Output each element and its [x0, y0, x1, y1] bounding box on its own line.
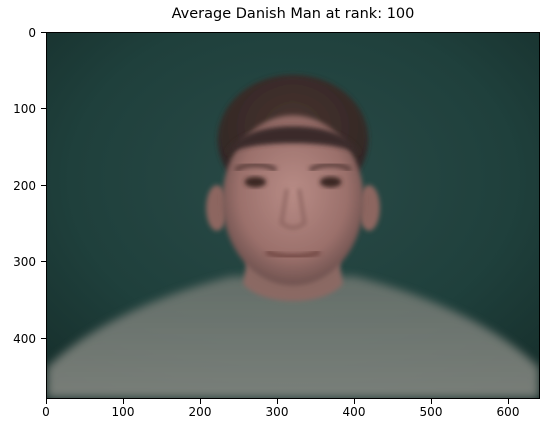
y-tick-mark [41, 338, 46, 339]
x-tick-label: 400 [342, 405, 366, 419]
figure-title: Average Danish Man at rank: 100 [171, 6, 415, 22]
x-tick-mark [354, 399, 355, 404]
x-tick-mark [123, 399, 124, 404]
y-tick-label: 0 [28, 26, 36, 40]
y-tick-mark [41, 32, 46, 33]
x-tick-label: 300 [265, 405, 289, 419]
y-tick-label: 300 [13, 255, 36, 269]
y-tick-mark [41, 108, 46, 109]
x-tick-label: 500 [419, 405, 443, 419]
x-tick-mark [46, 399, 47, 404]
x-tick-label: 600 [496, 405, 520, 419]
x-tick-label: 0 [42, 405, 50, 419]
y-tick-mark [41, 185, 46, 186]
x-tick-label: 200 [188, 405, 212, 419]
y-tick-label: 100 [13, 102, 36, 116]
y-tick-label: 400 [13, 332, 36, 346]
y-tick-mark [41, 261, 46, 262]
averaged-face-image [47, 33, 539, 398]
image-axes [46, 32, 540, 399]
x-tick-mark [431, 399, 432, 404]
x-tick-mark [277, 399, 278, 404]
y-tick-label: 200 [13, 179, 36, 193]
x-tick-label: 100 [111, 405, 135, 419]
x-tick-mark [200, 399, 201, 404]
x-tick-mark [508, 399, 509, 404]
